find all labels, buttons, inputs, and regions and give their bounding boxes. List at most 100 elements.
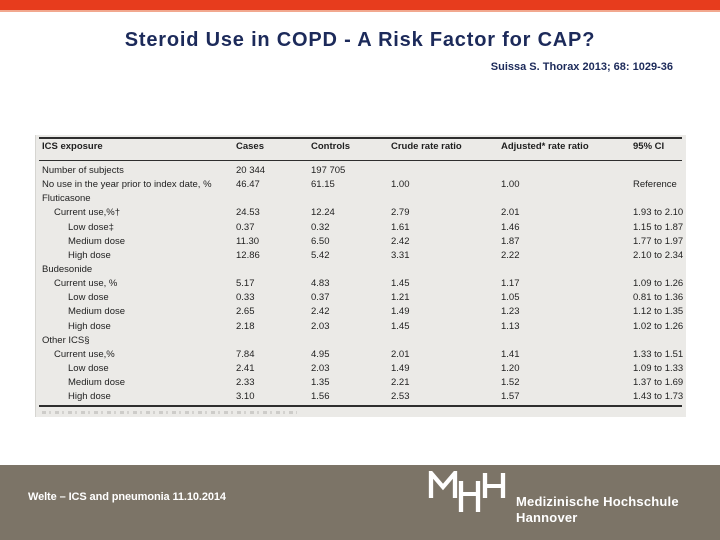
cell-crude: 2.53 — [391, 391, 410, 403]
row-label: No use in the year prior to index date, … — [42, 179, 212, 191]
cell-cases: 0.37 — [236, 221, 255, 233]
cell-crude: 1.49 — [391, 362, 410, 374]
row-label: Medium dose — [68, 235, 126, 247]
cell-cases: 46.47 — [236, 179, 260, 191]
footer-band: Welte – ICS and pneumonia 11.10.2014 Med… — [0, 465, 720, 540]
cell-crude: 1.61 — [391, 221, 410, 233]
table-row: High dose 2.18 2.03 1.45 1.13 1.02 to 1.26 — [36, 320, 686, 334]
cell-cases: 3.10 — [236, 391, 255, 403]
row-label: Number of subjects — [42, 165, 124, 176]
cell-controls: 6.50 — [311, 235, 330, 247]
cell-crude: 1.45 — [391, 320, 410, 332]
cell-ci: 1.43 to 1.73 — [633, 391, 684, 403]
cell-crude: 2.21 — [391, 377, 410, 389]
cell-controls: 2.03 — [311, 362, 330, 374]
mhh-logo-name-line1: Medizinische Hochschule — [516, 494, 679, 509]
cell-adjusted: 1.00 — [501, 179, 520, 191]
table-row: Low dose 0.33 0.37 1.21 1.05 0.81 to 1.36 — [36, 291, 686, 305]
row-label: Low dose — [68, 292, 109, 304]
cropped-footnote-fragment — [42, 411, 297, 414]
cell-crude: 1.49 — [391, 306, 410, 318]
cell-adjusted: 1.20 — [501, 362, 520, 374]
cell-adjusted: 1.13 — [501, 320, 520, 332]
cell-ci: Reference — [633, 179, 677, 191]
cell-crude: 3.31 — [391, 249, 410, 261]
cell-controls: 2.03 — [311, 320, 330, 332]
cell-controls: 0.32 — [311, 221, 330, 233]
cell-cases: 2.41 — [236, 362, 255, 374]
cell-controls: 4.83 — [311, 278, 330, 290]
row-label: Low dose — [68, 362, 109, 374]
cell-controls: 0.37 — [311, 292, 330, 304]
mhh-logo-icon — [428, 471, 506, 512]
cell-ci: 1.33 to 1.51 — [633, 348, 684, 360]
table-rule-bottom — [39, 405, 682, 407]
cell-cases: 20 344 — [236, 165, 266, 176]
table-row: Current use,%† 24.53 12.24 2.79 2.01 1.93 to … — [36, 206, 686, 220]
row-label: Current use, % — [54, 278, 118, 290]
cell-cases: 24.53 — [236, 207, 260, 219]
column-header-ci: 95% CI — [633, 141, 665, 152]
column-header-exposure: ICS exposure — [42, 141, 103, 152]
cell-adjusted: 2.22 — [501, 249, 520, 261]
cell-ci: 1.37 to 1.69 — [633, 377, 684, 389]
cell-crude: 1.45 — [391, 278, 410, 290]
cell-crude: 2.01 — [391, 348, 410, 360]
table-body: Number of subjects 20 344 197 705 No use in… — [36, 164, 686, 404]
cell-controls: 61.15 — [311, 179, 335, 191]
footer-author-date: Welte – ICS and pneumonia 11.10.2014 — [28, 491, 226, 503]
table-row: High dose 3.10 1.56 2.53 1.57 1.43 to 1.73 — [36, 390, 686, 404]
row-label: Low dose‡ — [68, 221, 114, 233]
cell-adjusted: 1.87 — [501, 235, 520, 247]
row-label: Budesonide — [42, 263, 93, 275]
table-row: Other ICS§ — [36, 334, 686, 348]
row-label: High dose — [68, 249, 111, 261]
cell-adjusted: 1.17 — [501, 278, 520, 290]
column-header-crude: Crude rate ratio — [391, 141, 462, 152]
cell-controls: 4.95 — [311, 348, 330, 360]
cell-ci: 1.77 to 1.97 — [633, 235, 684, 247]
cell-ci: 2.10 to 2.34 — [633, 249, 684, 261]
mhh-logo-name-line2: Hannover — [516, 510, 578, 525]
table-row: Low dose‡ 0.37 0.32 1.61 1.46 1.15 to 1.87 — [36, 221, 686, 235]
citation-text: Suissa S. Thorax 2013; 68: 1029-36 — [490, 61, 673, 73]
study-table-panel: ICS exposure Cases Controls Crude rate r… — [35, 135, 686, 417]
table-row: High dose 12.86 5.42 3.31 2.22 2.10 to 2.34 — [36, 249, 686, 263]
cell-adjusted: 1.57 — [501, 391, 520, 403]
cell-controls: 12.24 — [311, 207, 335, 219]
row-label: Current use,%† — [54, 207, 121, 219]
column-header-adjusted: Adjusted* rate ratio — [501, 141, 589, 152]
table-row: Current use, % 5.17 4.83 1.45 1.17 1.09 to 1.… — [36, 277, 686, 291]
cell-crude: 2.42 — [391, 235, 410, 247]
cell-ci: 1.09 to 1.33 — [633, 362, 684, 374]
cell-adjusted: 1.46 — [501, 221, 520, 233]
cell-adjusted: 1.05 — [501, 292, 520, 304]
table-row: No use in the year prior to index date, … — [36, 178, 686, 192]
cell-controls: 1.35 — [311, 377, 330, 389]
column-header-cases: Cases — [236, 141, 264, 152]
row-label: Fluticasone — [42, 193, 91, 205]
row-label: Medium dose — [68, 306, 126, 318]
row-label: High dose — [68, 320, 111, 332]
table-row: Medium dose 11.30 6.50 2.42 1.87 1.77 to 1.97 — [36, 235, 686, 249]
table-rule-top — [39, 137, 682, 139]
cell-ci: 1.12 to 1.35 — [633, 306, 684, 318]
cell-crude: 1.00 — [391, 179, 410, 191]
cell-controls: 197 705 — [311, 165, 346, 176]
cell-crude: 2.79 — [391, 207, 410, 219]
cell-cases: 2.33 — [236, 377, 255, 389]
cell-ci: 1.15 to 1.87 — [633, 221, 684, 233]
cell-ci: 1.02 to 1.26 — [633, 320, 684, 332]
cell-crude: 1.21 — [391, 292, 410, 304]
page-title: Steroid Use in COPD - A Risk Factor for … — [124, 29, 596, 51]
table-row: Low dose 2.41 2.03 1.49 1.20 1.09 to 1.33 — [36, 362, 686, 376]
cell-cases: 0.33 — [236, 292, 255, 304]
cell-cases: 7.84 — [236, 348, 255, 360]
row-label: Medium dose — [68, 377, 126, 389]
cell-ci: 1.93 to 2.10 — [633, 207, 684, 219]
cell-cases: 12.86 — [236, 249, 260, 261]
cell-cases: 2.65 — [236, 306, 255, 318]
table-row: Medium dose 2.65 2.42 1.49 1.23 1.12 to 1.35 — [36, 305, 686, 319]
cell-adjusted: 2.01 — [501, 207, 520, 219]
table-row: Medium dose 2.33 1.35 2.21 1.52 1.37 to 1.69 — [36, 376, 686, 390]
